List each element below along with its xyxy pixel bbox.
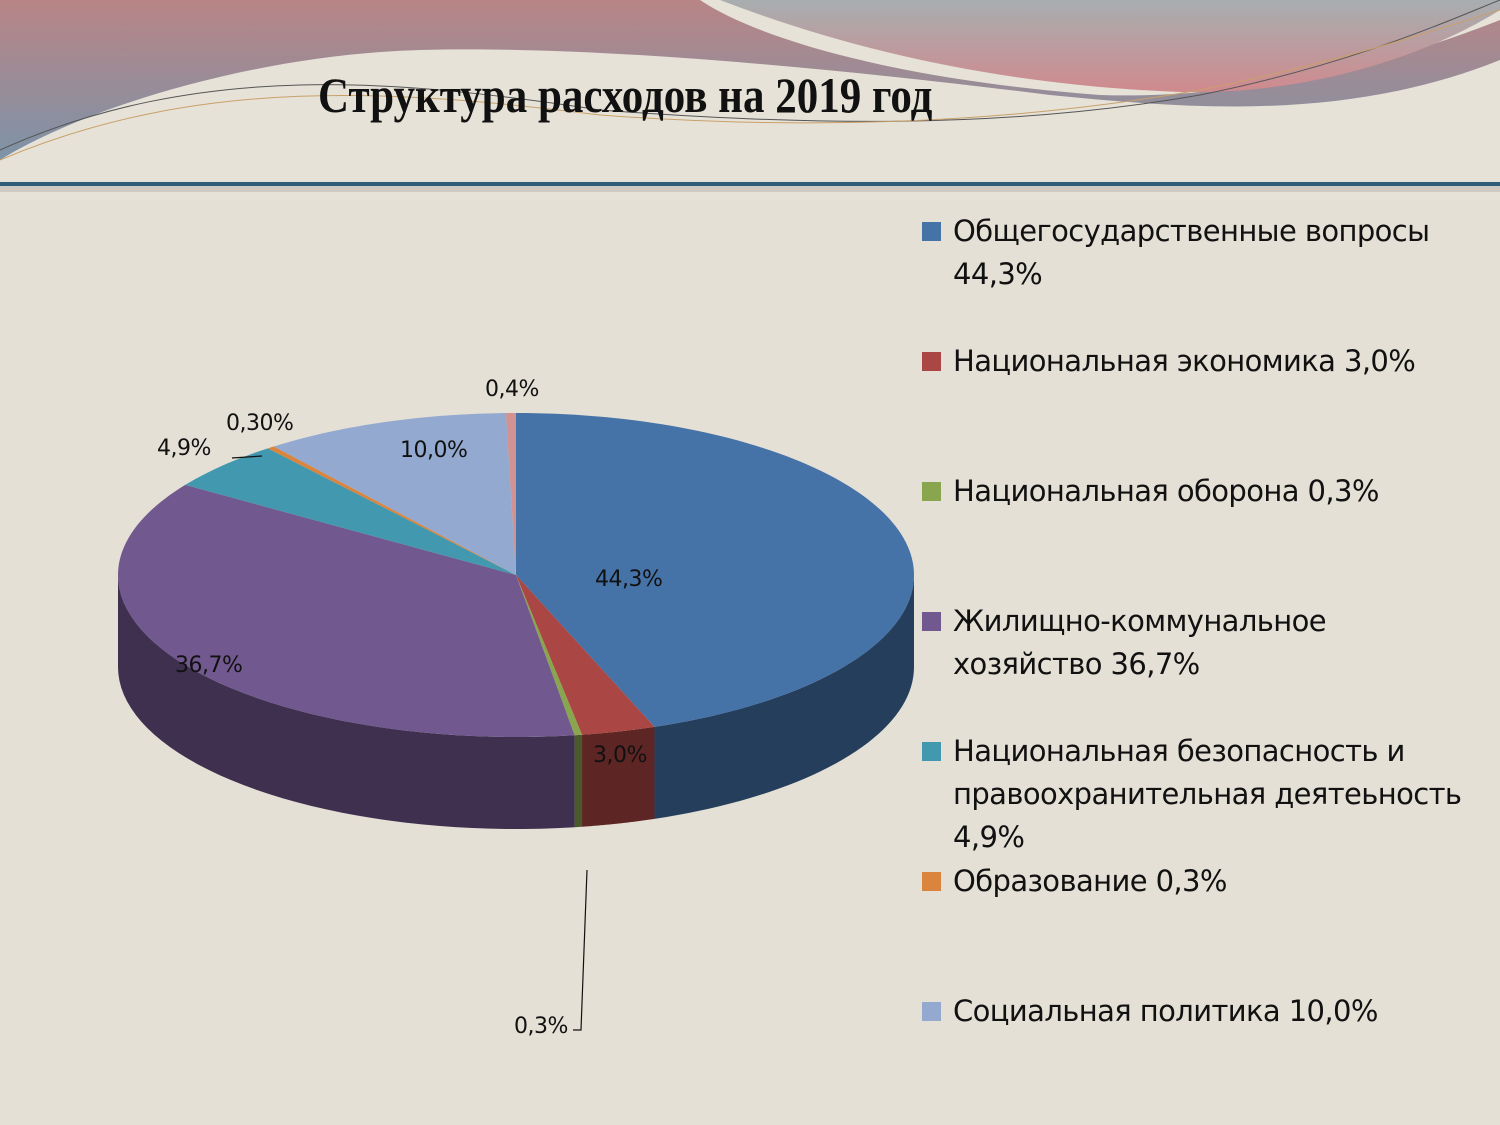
pie-slice bbox=[505, 413, 516, 575]
pie-slice bbox=[267, 446, 516, 575]
pie-slice-side bbox=[654, 575, 914, 819]
legend-label-line: 4,9% bbox=[953, 820, 1025, 854]
legend-swatch bbox=[922, 612, 941, 631]
pie-slice bbox=[118, 484, 575, 737]
legend-swatch bbox=[922, 742, 941, 761]
legend-label-line: правоохранительная деятеьность bbox=[953, 777, 1462, 811]
pie-slice-side bbox=[582, 726, 655, 827]
legend-label-line: Жилищно-коммунальное bbox=[953, 604, 1327, 638]
data-label-5: 0,30% bbox=[226, 411, 294, 436]
leader-line bbox=[231, 455, 263, 459]
legend-label-line: хозяйство 36,7% bbox=[953, 647, 1200, 681]
data-label-1: 3,0% bbox=[593, 743, 647, 768]
pie-slice bbox=[516, 413, 914, 727]
pie-slice bbox=[185, 448, 516, 575]
legend-label-line: Национальная безопасность и bbox=[953, 734, 1405, 768]
legend-label: Социальная политика 10,0% bbox=[953, 990, 1378, 1033]
data-label-7: 0,4% bbox=[485, 377, 539, 402]
legend-swatch bbox=[922, 482, 941, 501]
legend-label: Общегосударственные вопросы 44,3% bbox=[953, 210, 1430, 296]
data-label-4: 4,9% bbox=[157, 436, 211, 461]
pie-slice bbox=[516, 575, 583, 736]
legend-swatch bbox=[922, 352, 941, 371]
leader-line bbox=[573, 869, 588, 1031]
legend-swatch bbox=[922, 872, 941, 891]
legend-swatch bbox=[922, 1002, 941, 1021]
legend-swatch bbox=[922, 222, 941, 241]
data-label-3: 36,7% bbox=[175, 653, 243, 678]
legend-label-line: 44,3% bbox=[953, 257, 1043, 291]
pie-slice-side bbox=[118, 575, 575, 829]
pie-slice-side bbox=[574, 734, 583, 828]
legend-label: Жилищно-коммунальное хозяйство 36,7% bbox=[953, 600, 1327, 686]
pie-slice bbox=[516, 575, 655, 735]
pie-slice bbox=[273, 413, 516, 575]
legend-label: Национальная экономика 3,0% bbox=[953, 340, 1416, 383]
legend-label-line: Национальная экономика 3,0% bbox=[953, 344, 1416, 378]
legend-label-line: Социальная политика 10,0% bbox=[953, 994, 1378, 1028]
page-title: Структура расходов на 2019 год bbox=[318, 67, 933, 123]
legend-label: Образование 0,3% bbox=[953, 860, 1227, 903]
legend-label-line: Национальная оборона 0,3% bbox=[953, 474, 1379, 508]
header-background bbox=[0, 0, 1500, 200]
legend-label: Национальная оборона 0,3% bbox=[953, 470, 1379, 513]
legend-label: Национальная безопасность и правоохраните… bbox=[953, 730, 1462, 859]
data-label-2: 0,3% bbox=[514, 1014, 568, 1039]
legend-label-line: Общегосударственные вопросы bbox=[953, 214, 1430, 248]
legend-label-line: Образование 0,3% bbox=[953, 864, 1227, 898]
data-label-0: 44,3% bbox=[595, 567, 663, 592]
header-divider bbox=[0, 182, 1500, 186]
data-label-6: 10,0% bbox=[400, 438, 468, 463]
